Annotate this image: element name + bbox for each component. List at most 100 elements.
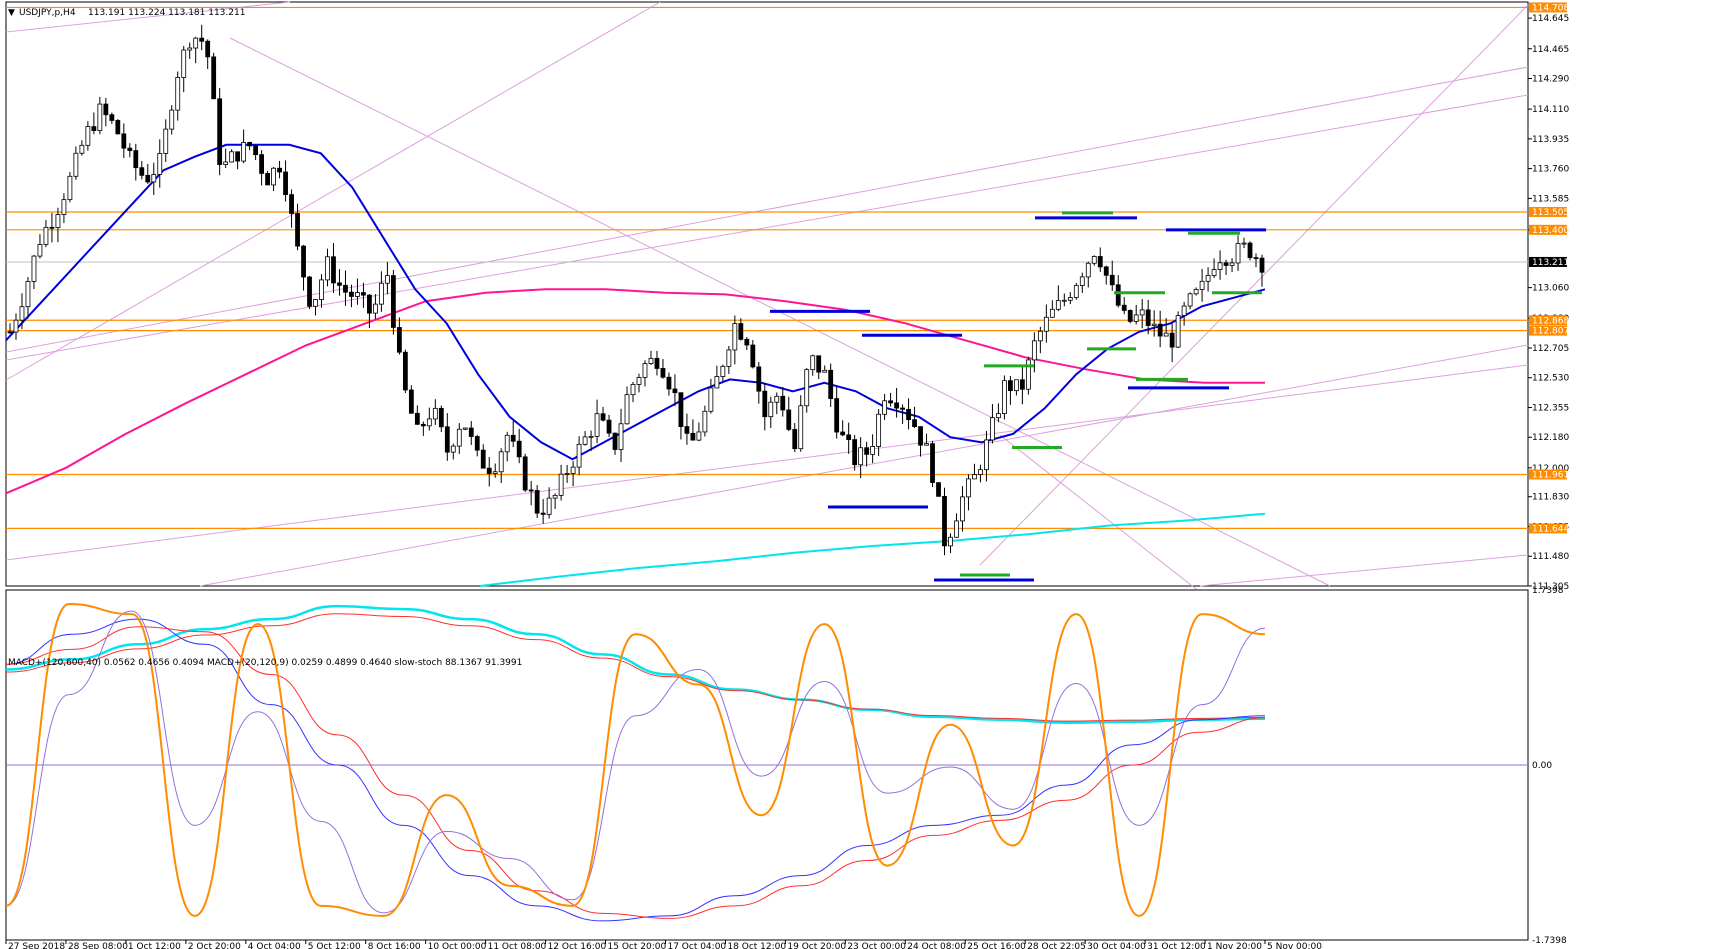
- trend-line[interactable]: [199, 344, 1529, 587]
- candle-body[interactable]: [1241, 242, 1247, 245]
- candle-body[interactable]: [61, 199, 67, 215]
- candle-body[interactable]: [618, 423, 624, 450]
- candle-body[interactable]: [1019, 379, 1025, 390]
- candle-body[interactable]: [816, 355, 822, 373]
- candle-body[interactable]: [504, 434, 510, 453]
- candle-body[interactable]: [636, 377, 642, 385]
- candle-body[interactable]: [1139, 309, 1145, 316]
- candle-body[interactable]: [133, 150, 139, 169]
- candle-body[interactable]: [414, 412, 420, 425]
- candle-body[interactable]: [486, 467, 492, 474]
- candle-body[interactable]: [480, 449, 486, 469]
- candle-body[interactable]: [331, 256, 336, 284]
- candle-body[interactable]: [708, 387, 714, 412]
- candle-body[interactable]: [379, 282, 384, 305]
- candle-body[interactable]: [444, 426, 450, 453]
- candle-body[interactable]: [594, 413, 600, 437]
- candle-body[interactable]: [25, 280, 31, 308]
- candle-body[interactable]: [546, 497, 552, 515]
- candle-body[interactable]: [97, 103, 103, 132]
- candle-body[interactable]: [265, 173, 270, 186]
- candle-body[interactable]: [882, 400, 888, 415]
- candle-body[interactable]: [43, 226, 49, 245]
- candle-body[interactable]: [283, 171, 288, 196]
- candle-body[interactable]: [954, 520, 959, 538]
- candle-body[interactable]: [199, 37, 205, 42]
- candle-body[interactable]: [271, 167, 276, 186]
- candle-body[interactable]: [942, 495, 947, 547]
- candle-body[interactable]: [223, 161, 229, 165]
- candle-body[interactable]: [1037, 330, 1043, 342]
- candle-body[interactable]: [918, 426, 923, 446]
- candle-body[interactable]: [1049, 308, 1055, 318]
- candle-body[interactable]: [1229, 262, 1235, 266]
- candle-body[interactable]: [432, 407, 438, 420]
- candle-body[interactable]: [157, 153, 163, 175]
- candle-body[interactable]: [948, 536, 953, 547]
- candle-body[interactable]: [750, 344, 756, 368]
- candle-body[interactable]: [31, 255, 37, 282]
- trend-line[interactable]: [1199, 554, 1529, 587]
- candle-body[interactable]: [468, 427, 474, 437]
- candle-body[interactable]: [996, 413, 1001, 419]
- candle-body[interactable]: [289, 194, 294, 214]
- candle-body[interactable]: [211, 56, 217, 100]
- candle-body[interactable]: [732, 323, 738, 351]
- candle-body[interactable]: [534, 490, 540, 514]
- candle-body[interactable]: [666, 376, 672, 390]
- candle-body[interactable]: [600, 413, 606, 421]
- candle-body[interactable]: [85, 126, 91, 146]
- candle-body[interactable]: [241, 142, 247, 162]
- candle-body[interactable]: [492, 471, 498, 474]
- candle-body[interactable]: [67, 175, 73, 201]
- candle-body[interactable]: [1043, 316, 1049, 332]
- candle-body[interactable]: [984, 439, 989, 471]
- candle-body[interactable]: [361, 292, 366, 296]
- candle-body[interactable]: [852, 439, 858, 466]
- candle-body[interactable]: [355, 292, 360, 297]
- candle-body[interactable]: [175, 77, 181, 111]
- candle-body[interactable]: [966, 478, 971, 498]
- candle-body[interactable]: [810, 355, 816, 371]
- candle-body[interactable]: [648, 357, 654, 365]
- candle-body[interactable]: [1211, 269, 1217, 276]
- candle-body[interactable]: [828, 369, 834, 399]
- candle-body[interactable]: [1199, 280, 1205, 290]
- candle-body[interactable]: [912, 419, 917, 427]
- candle-body[interactable]: [1133, 314, 1139, 322]
- candle-body[interactable]: [900, 407, 905, 410]
- candle-body[interactable]: [552, 494, 558, 499]
- candle-body[interactable]: [169, 109, 175, 130]
- candle-body[interactable]: [1127, 310, 1133, 322]
- candle-body[interactable]: [972, 474, 977, 480]
- candle-body[interactable]: [426, 418, 432, 427]
- candle-body[interactable]: [151, 174, 157, 183]
- candle-body[interactable]: [1103, 266, 1109, 276]
- candle-body[interactable]: [516, 440, 522, 458]
- candle-body[interactable]: [840, 431, 846, 436]
- candle-body[interactable]: [1205, 275, 1211, 282]
- candle-body[interactable]: [588, 435, 594, 438]
- candle-body[interactable]: [1079, 276, 1085, 286]
- candle-body[interactable]: [714, 376, 720, 389]
- candle-body[interactable]: [163, 128, 169, 154]
- candle-body[interactable]: [756, 366, 762, 392]
- candle-body[interactable]: [1085, 262, 1091, 278]
- candle-body[interactable]: [870, 446, 876, 455]
- candle-body[interactable]: [540, 512, 546, 515]
- candle-body[interactable]: [456, 428, 462, 447]
- candle-body[interactable]: [37, 244, 43, 257]
- candle-body[interactable]: [1217, 262, 1223, 270]
- candle-body[interactable]: [319, 279, 324, 300]
- candle-body[interactable]: [690, 432, 696, 441]
- trend-line[interactable]: [979, 4, 1529, 566]
- candle-body[interactable]: [1121, 304, 1127, 311]
- candle-body[interactable]: [780, 395, 786, 411]
- candle-body[interactable]: [864, 447, 870, 455]
- candle-body[interactable]: [660, 368, 666, 378]
- candle-body[interactable]: [1163, 332, 1169, 337]
- candle-body[interactable]: [1145, 309, 1151, 326]
- candle-body[interactable]: [109, 114, 115, 121]
- candle-body[interactable]: [384, 275, 390, 284]
- chart-menu-icon[interactable]: ▼: [8, 8, 15, 18]
